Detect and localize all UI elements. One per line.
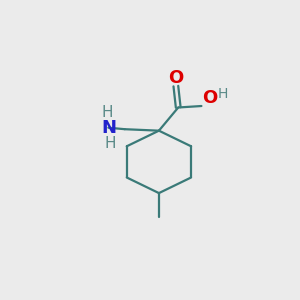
Text: O: O (202, 89, 218, 107)
Text: N: N (101, 119, 116, 137)
Text: O: O (168, 69, 184, 87)
Text: H: H (218, 86, 228, 100)
Text: H: H (101, 105, 113, 120)
Text: H: H (104, 136, 116, 151)
